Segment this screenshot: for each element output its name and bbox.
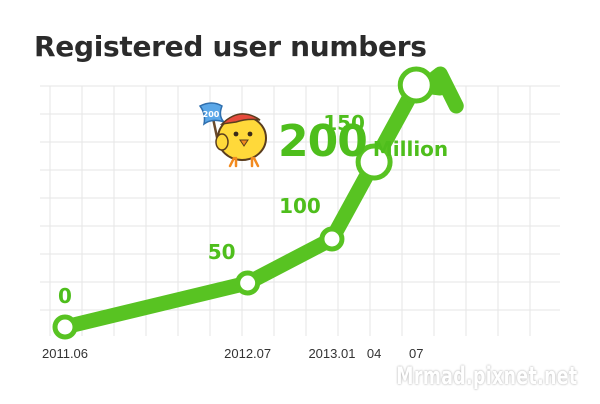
- data-labels: 0 50 100 150: [58, 111, 365, 308]
- flag-text: 200: [203, 110, 220, 119]
- x-tick-07: 07: [409, 346, 423, 361]
- x-tick-2012.07: 2012.07: [224, 346, 271, 361]
- grid: [40, 85, 560, 336]
- data-point-2013.01: [319, 226, 345, 252]
- callout-unit: Million: [372, 137, 449, 161]
- chart-title: Registered user numbers: [34, 30, 427, 63]
- watermark: Mrmad.pixnet.net: [396, 362, 578, 390]
- data-point-2013.07: [397, 66, 435, 104]
- x-tick-2011.06: 2011.06: [42, 346, 88, 361]
- data-label-2011.06: 0: [58, 284, 72, 308]
- data-point-2011.06: [52, 314, 78, 340]
- data-label-2012.07: 50: [208, 240, 236, 264]
- data-label-2013.01: 100: [279, 194, 321, 218]
- x-tick-labels: 2011.06 2012.07 2013.01 04 07: [42, 346, 424, 361]
- x-tick-04: 04: [367, 346, 381, 361]
- data-point-2012.07: [235, 270, 261, 296]
- chick-mascot-icon: 200: [198, 102, 267, 168]
- x-tick-2013.01: 2013.01: [308, 346, 355, 361]
- callout-value: 200: [278, 116, 368, 167]
- data-points: [52, 66, 435, 340]
- data-point-2013.04: [355, 143, 393, 181]
- milestone-callout: 200 Million: [278, 116, 448, 167]
- data-label-2013.04: 150: [323, 111, 365, 135]
